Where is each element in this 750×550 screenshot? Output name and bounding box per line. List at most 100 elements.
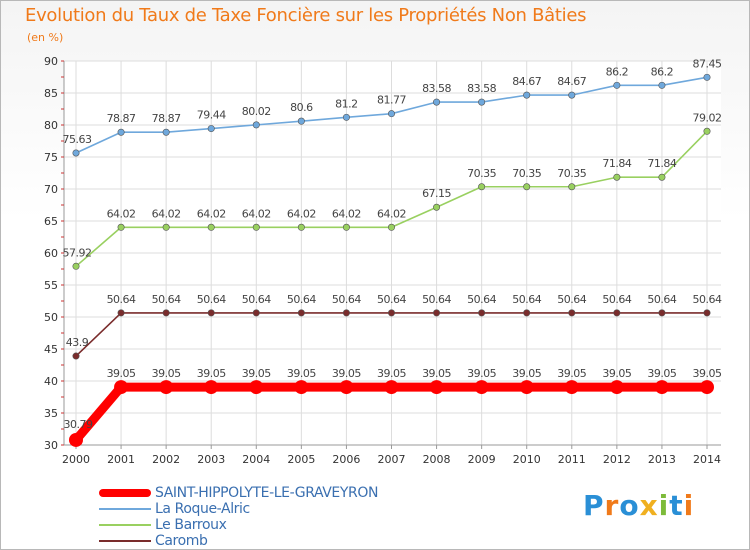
- x-tick-label: 2007: [378, 453, 406, 466]
- data-label: 50.64: [242, 293, 271, 306]
- data-point: [478, 183, 486, 191]
- logo-letter: o: [619, 489, 640, 522]
- data-point: [564, 380, 579, 395]
- data-label: 71.84: [602, 157, 631, 170]
- legend-label: SAINT-HIPPOLYTE-LE-GRAVEYRON: [155, 485, 379, 501]
- data-label: 70.35: [512, 167, 541, 180]
- data-point: [658, 309, 666, 317]
- logo-letter: i: [658, 489, 670, 522]
- data-point: [342, 223, 350, 231]
- data-point: [568, 183, 576, 191]
- data-label: 64.02: [152, 207, 181, 220]
- x-tick-label: 2008: [423, 453, 451, 466]
- data-point: [342, 309, 350, 317]
- data-label: 50.64: [512, 293, 541, 306]
- x-tick-label: 2011: [558, 453, 586, 466]
- data-point: [654, 380, 669, 395]
- data-label: 81.77: [377, 94, 406, 107]
- data-label: 79.44: [197, 109, 226, 122]
- data-label: 83.58: [422, 82, 451, 95]
- data-label: 64.02: [242, 207, 271, 220]
- legend-label: Caromb: [155, 533, 208, 549]
- y-tick-label: 40: [44, 375, 58, 388]
- data-label: 57.92: [63, 246, 92, 259]
- y-tick-label: 55: [44, 279, 58, 292]
- data-label: 87.45: [693, 57, 722, 70]
- logo-letter: t: [669, 489, 684, 522]
- data-label: 43.9: [66, 336, 89, 349]
- chart-legend: SAINT-HIPPOLYTE-LE-GRAVEYRON La Roque-Alr…: [99, 485, 378, 549]
- data-label: 64.02: [332, 207, 361, 220]
- data-point: [387, 110, 395, 118]
- data-point: [613, 309, 621, 317]
- series-layer: [69, 73, 714, 447]
- data-label: 30.79: [64, 418, 93, 431]
- data-label: 39.05: [287, 367, 316, 380]
- data-point: [433, 98, 441, 106]
- data-label: 80.02: [242, 105, 271, 118]
- chart-title: Evolution du Taux de Taxe Foncière sur l…: [25, 5, 587, 26]
- chart-subtitle: (en %): [27, 31, 64, 44]
- data-label: 50.64: [467, 293, 496, 306]
- data-label: 67.15: [422, 187, 451, 200]
- data-label: 71.84: [647, 157, 676, 170]
- x-tick-label: 2012: [603, 453, 631, 466]
- data-label: 64.02: [287, 207, 316, 220]
- data-label: 83.58: [467, 82, 496, 95]
- data-point: [252, 309, 260, 317]
- data-label: 86.2: [651, 65, 674, 78]
- data-point: [609, 380, 624, 395]
- data-point: [568, 309, 576, 317]
- data-label: 50.64: [422, 293, 451, 306]
- x-tick-label: 2005: [287, 453, 315, 466]
- data-label: 50.64: [377, 293, 406, 306]
- data-label: 39.05: [467, 367, 496, 380]
- axis-layer: 30 35 40 45 50 55 60 65 70 75 80 85 90 2000 2001 2002 20…: [44, 55, 721, 466]
- data-point: [117, 309, 125, 317]
- data-label: 50.64: [557, 293, 586, 306]
- legend-label: La Roque-Alric: [155, 501, 250, 517]
- logo-letter: x: [639, 489, 659, 522]
- data-label: 50.64: [693, 293, 722, 306]
- data-point: [523, 183, 531, 191]
- legend-swatch: [99, 540, 151, 542]
- data-point: [252, 223, 260, 231]
- data-point: [523, 309, 531, 317]
- data-label: 84.67: [512, 75, 541, 88]
- data-label: 70.35: [467, 167, 496, 180]
- data-label: 64.02: [107, 207, 136, 220]
- data-label: 39.05: [647, 367, 676, 380]
- x-tick-label: 2009: [468, 453, 496, 466]
- y-tick-label: 30: [44, 439, 58, 452]
- data-label: 64.02: [377, 207, 406, 220]
- data-label-layer: 30.79 39.05 39.05 39.05 39.05 39.05 39.05 39.05…: [63, 57, 723, 431]
- y-tick-label: 65: [44, 215, 58, 228]
- data-point: [703, 73, 711, 81]
- data-label: 64.02: [197, 207, 226, 220]
- data-point: [478, 98, 486, 106]
- data-point: [207, 223, 215, 231]
- y-tick-label: 45: [44, 343, 58, 356]
- logo-letter: i: [683, 489, 695, 522]
- data-point: [114, 380, 129, 395]
- y-tick-label: 50: [44, 311, 58, 324]
- data-point: [478, 309, 486, 317]
- proxiti-logo: Proxiti: [583, 489, 694, 522]
- data-point: [568, 91, 576, 99]
- logo-letter: r: [604, 489, 620, 522]
- data-label: 50.64: [287, 293, 316, 306]
- data-label: 81.2: [335, 97, 358, 110]
- data-point: [159, 380, 174, 395]
- x-tick-label: 2001: [107, 453, 135, 466]
- data-point: [429, 380, 444, 395]
- data-label: 75.63: [63, 133, 92, 146]
- legend-item: Caromb: [99, 533, 378, 549]
- data-label: 39.05: [197, 367, 226, 380]
- data-label: 79.02: [693, 111, 722, 124]
- y-tick-label: 35: [44, 407, 58, 420]
- legend-swatch: [99, 489, 151, 497]
- data-point: [703, 309, 711, 317]
- x-tick-label: 2002: [152, 453, 180, 466]
- y-tick-label: 70: [44, 183, 58, 196]
